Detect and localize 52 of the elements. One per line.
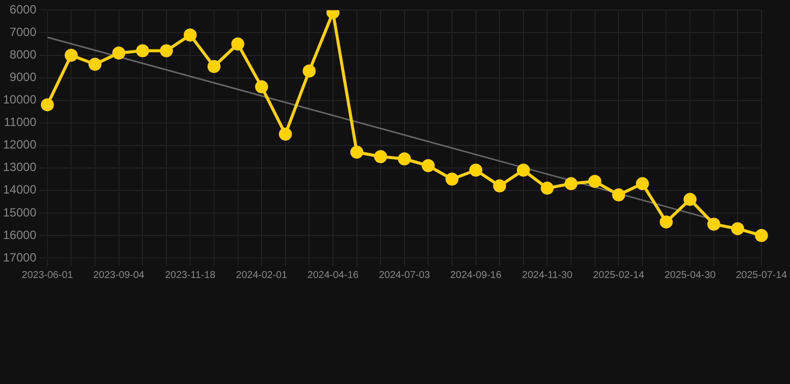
point bbox=[350, 146, 364, 159]
point bbox=[684, 192, 697, 206]
y-tick-label: 13000 bbox=[2, 160, 37, 174]
y-tick-label: 15000 bbox=[2, 205, 37, 220]
point bbox=[184, 28, 197, 42]
point bbox=[160, 44, 173, 58]
point bbox=[231, 37, 244, 50]
x-tick-label: 2025-02-14 bbox=[593, 270, 645, 281]
x-tick-label: 2024-02-01 bbox=[236, 270, 288, 281]
y-tick-label: 12000 bbox=[2, 138, 37, 152]
point bbox=[278, 128, 292, 141]
x-tick-label: 2023-09-04 bbox=[93, 270, 145, 281]
x-tick-label: 2024-09-16 bbox=[450, 270, 502, 281]
point bbox=[707, 218, 720, 231]
y-tick-label: 17000 bbox=[2, 250, 37, 264]
y-tick-label: 8000 bbox=[10, 48, 37, 62]
y-tick-label: 11000 bbox=[4, 115, 37, 130]
point bbox=[612, 188, 626, 202]
point bbox=[422, 159, 435, 172]
x-tick-label: 2024-11-30 bbox=[522, 270, 573, 281]
point bbox=[64, 48, 78, 62]
point bbox=[660, 215, 673, 228]
point bbox=[136, 44, 150, 58]
point bbox=[564, 177, 578, 190]
point bbox=[207, 60, 220, 74]
x-tick-label: 2025-04-30 bbox=[664, 270, 716, 281]
y-tick-label: 16000 bbox=[2, 228, 37, 242]
point bbox=[516, 164, 530, 177]
point bbox=[374, 150, 388, 164]
point bbox=[636, 177, 649, 190]
point bbox=[754, 228, 768, 242]
x-tick-label: 2024-07-03 bbox=[378, 270, 430, 281]
x-tick-label: 2023-11-18 bbox=[164, 270, 216, 281]
point bbox=[88, 58, 102, 71]
point bbox=[446, 172, 458, 186]
y-tick-label: 14000 bbox=[2, 182, 37, 197]
x-tick-label: 2023-06-01 bbox=[22, 270, 74, 281]
y-tick-label: 9000 bbox=[10, 70, 37, 84]
point bbox=[540, 182, 554, 195]
point bbox=[112, 46, 126, 60]
y-tick-label: 10000 bbox=[2, 92, 37, 107]
point bbox=[398, 152, 411, 166]
x-tick-label: 2024-04-16 bbox=[307, 270, 360, 281]
point bbox=[255, 80, 268, 94]
x-tick-label: 2025-07-14 bbox=[736, 270, 788, 281]
y-tick-label: 6000 bbox=[10, 2, 37, 17]
point bbox=[493, 179, 506, 192]
point bbox=[731, 222, 744, 236]
point bbox=[469, 164, 482, 177]
y-tick-label: 7000 bbox=[10, 25, 37, 40]
point bbox=[588, 174, 602, 188]
point bbox=[302, 64, 316, 78]
